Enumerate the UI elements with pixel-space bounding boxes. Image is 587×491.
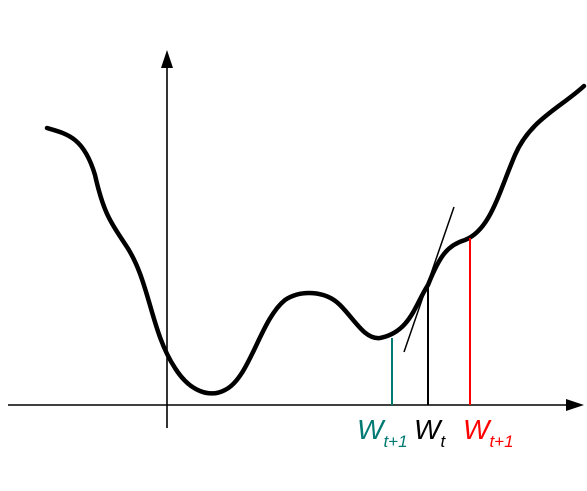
label-sub: t+1 <box>383 432 407 451</box>
label-w-t-plus-1-right: Wt+1 <box>463 414 514 451</box>
loss-curve <box>44 83 587 396</box>
label-w-t-plus-1-left: Wt+1 <box>357 414 408 451</box>
label-main: W <box>414 414 443 445</box>
label-sub: t+1 <box>489 432 513 451</box>
label-w-t: Wt <box>414 414 446 451</box>
label-main: W <box>463 414 492 445</box>
label-main: W <box>357 414 386 445</box>
x-axis-arrowhead <box>566 399 584 411</box>
tangent-line <box>403 206 455 353</box>
label-sub: t <box>440 432 446 451</box>
y-axis-arrowhead <box>161 50 173 68</box>
